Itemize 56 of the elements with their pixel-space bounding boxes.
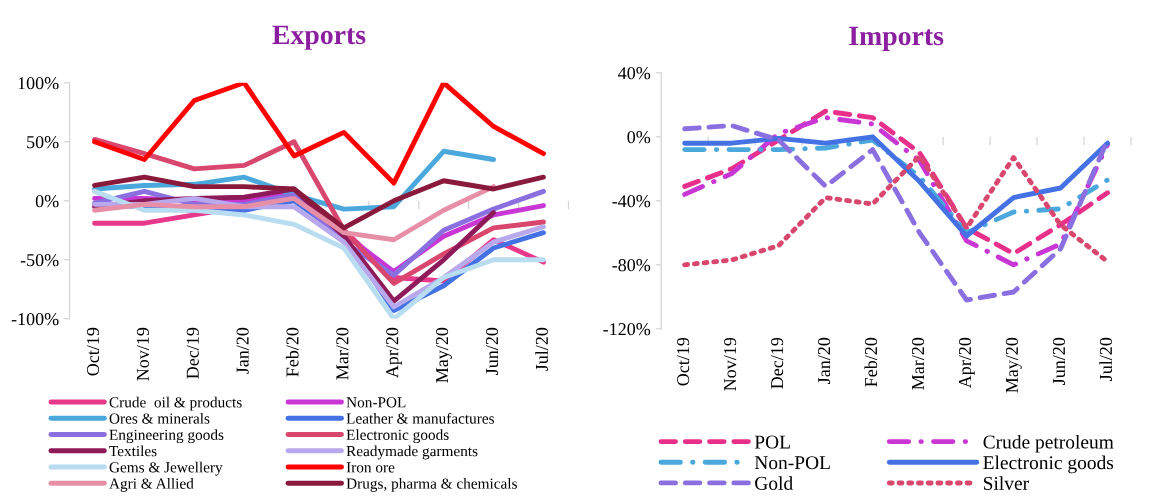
line-series	[682, 123, 1110, 303]
legend-label: Crude petroleum	[983, 434, 1114, 453]
legend-label: Crude oil & products	[109, 396, 242, 411]
x-tick-label: Jan/20	[817, 337, 831, 384]
x-tick-label: Nov/19	[724, 337, 737, 391]
legend-label: Non-POL	[346, 397, 406, 408]
y-tick-label: -50%	[20, 254, 59, 267]
y-tick-label: 50%	[27, 136, 59, 149]
y-tick-label: 0%	[35, 195, 59, 208]
y-tick-label: 40%	[618, 67, 651, 80]
x-tick-label: May/20	[1005, 337, 1022, 393]
legend-label: Silver	[983, 476, 1029, 490]
line-series	[92, 184, 497, 243]
line-series	[92, 174, 546, 231]
legend-label: Electronic goods	[983, 455, 1114, 474]
chart-title: Exports	[272, 25, 366, 50]
x-tick-label: Jan/20	[236, 327, 249, 374]
x-tick-label: Mar/20	[911, 337, 925, 390]
legend-label: Agri & Allied	[109, 478, 194, 492]
legend-label: Drugs, pharma & chemicals	[346, 478, 517, 492]
x-tick-label: Nov/19	[136, 327, 149, 381]
legend-label: Ores & minerals	[109, 412, 210, 424]
x-tick-label: Dec/19	[186, 327, 199, 379]
x-tick-label: Dec/19	[771, 337, 784, 389]
x-tick-label: Feb/20	[864, 337, 878, 387]
y-tick-label: -100%	[11, 313, 59, 326]
y-tick-label: -120%	[603, 323, 651, 336]
line-series	[92, 82, 546, 186]
legend-label: Leather & manufactures	[346, 412, 494, 424]
x-tick-label: Jul/20	[535, 327, 548, 371]
x-tick-label: Oct/19	[86, 327, 100, 376]
legend-label: Iron ore	[346, 462, 395, 473]
x-tick-label: Jul/20	[1099, 337, 1113, 381]
y-tick-label: -40%	[612, 195, 651, 208]
line-series	[92, 137, 546, 286]
y-tick-label: 0%	[627, 131, 651, 144]
x-tick-label: May/20	[435, 327, 452, 383]
legend-label: Engineering goods	[109, 429, 224, 444]
legend-label: Gold	[755, 476, 793, 490]
y-tick-label: -80%	[612, 259, 651, 272]
legend-label: Readymade garments	[346, 445, 478, 460]
legend-label: Textiles	[109, 445, 157, 457]
legend-label: POL	[754, 435, 790, 449]
chart-title: Imports	[849, 26, 944, 51]
legend-label: Electronic goods	[346, 429, 449, 444]
legend-label: Gems & Jewellery	[109, 461, 223, 476]
y-tick-label: 100%	[18, 77, 59, 90]
line-series	[682, 153, 1110, 268]
x-tick-label: Jun/20	[485, 327, 499, 375]
x-tick-label: Apr/20	[958, 337, 975, 389]
legend-label: Non-POL	[754, 456, 830, 470]
x-tick-label: Feb/20	[285, 327, 299, 377]
x-tick-label: Oct/19	[677, 337, 690, 386]
x-tick-label: Apr/20	[386, 327, 403, 379]
x-tick-label: Mar/20	[336, 327, 349, 380]
x-tick-label: Jun/20	[1052, 337, 1066, 385]
